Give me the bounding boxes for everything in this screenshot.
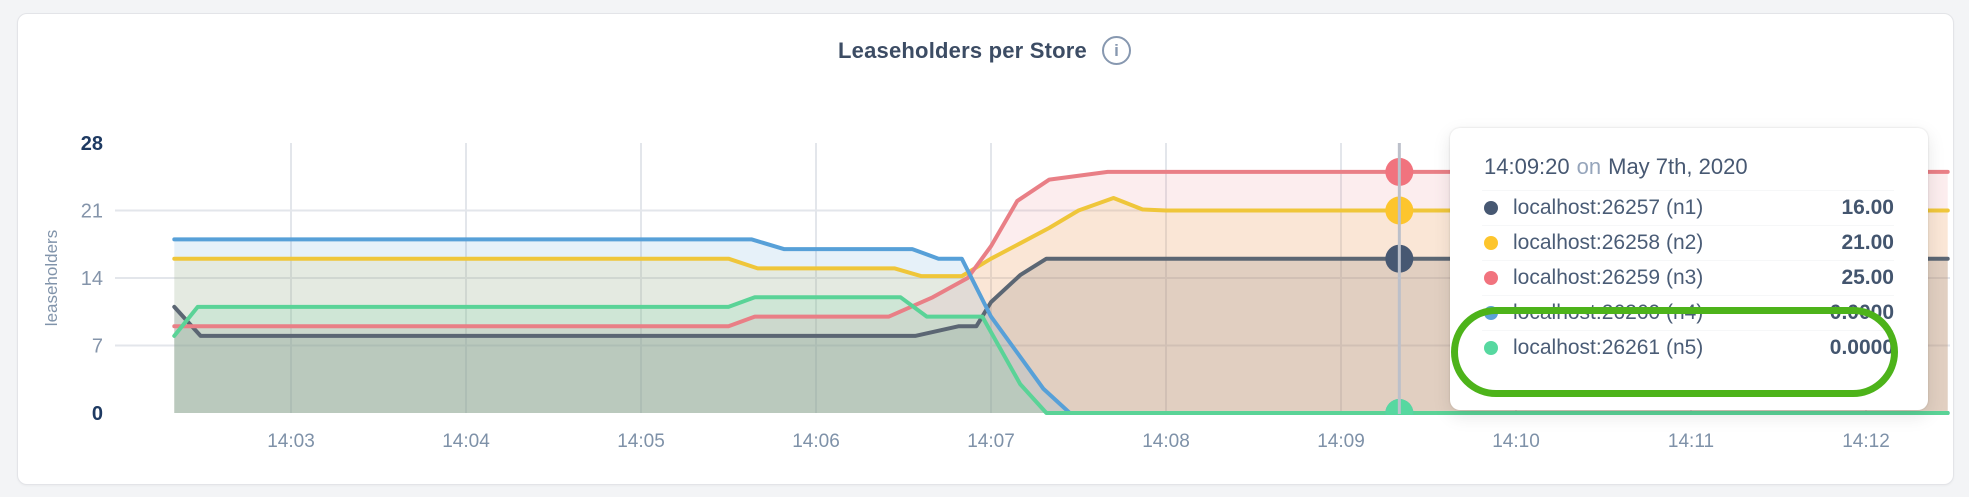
series-value: 25.00 [1841, 266, 1894, 289]
x-tick-label: 14:11 [1668, 431, 1714, 452]
page-title: Leaseholders per Store [838, 37, 1087, 63]
y-axis-label: leaseholders [42, 230, 61, 326]
tooltip-rows: localhost:26257 (n1) 16.00 localhost:26258… [1482, 190, 1894, 365]
series-label: localhost:26257 (n1) [1513, 196, 1704, 219]
series-line-n4 [172, 237, 1950, 415]
tooltip-row-2: localhost:26258 (n2) 21.00 [1482, 225, 1894, 260]
tooltip-row-5: localhost:26261 (n5) 0.0000 [1482, 330, 1894, 365]
x-tick-label: 14:12 [1842, 431, 1890, 452]
chart-tooltip: 14:09:20 on May 7th, 2020 localhost:26257 … [1450, 128, 1928, 410]
series-label: localhost:26261 (n5) [1513, 336, 1704, 359]
series-line-n1 [172, 256, 1950, 338]
tooltip-header: 14:09:20 on May 7th, 2020 [1482, 152, 1894, 190]
series-label: localhost:26260 (n4) [1513, 301, 1704, 324]
series-line-n5 [172, 295, 1950, 415]
x-tick-label: 14:03 [267, 431, 315, 452]
series-dot-icon [1484, 341, 1498, 355]
y-tick-label: 28 [81, 133, 103, 155]
tooltip-row-1: localhost:26257 (n1) 16.00 [1482, 190, 1894, 225]
x-tick-label: 14:05 [617, 431, 665, 452]
x-tick-label: 14:09 [1317, 431, 1365, 452]
y-tick-label: 14 [81, 268, 103, 290]
chart-header: Leaseholders per Store i [0, 36, 1969, 65]
series-value: 0.0000 [1829, 301, 1894, 324]
series-dot-icon [1484, 201, 1498, 215]
y-tick-label: 7 [92, 336, 103, 358]
tooltip-time: 14:09:20 [1484, 154, 1570, 179]
x-tick-label: 14:07 [967, 431, 1015, 452]
y-tick-label: 0 [92, 403, 103, 425]
series-area-n4 [174, 239, 1948, 413]
x-tick-label: 14:08 [1142, 431, 1190, 452]
series-dot-icon [1484, 271, 1498, 285]
x-tick-label: 14:04 [442, 431, 490, 452]
series-label: localhost:26258 (n2) [1513, 231, 1704, 254]
info-icon[interactable]: i [1101, 36, 1131, 65]
tooltip-connector: on [1576, 154, 1602, 179]
series-value: 21.00 [1841, 231, 1894, 254]
series-line-n3 [172, 169, 1950, 329]
tooltip-row-4: localhost:26260 (n4) 0.0000 [1482, 295, 1894, 330]
series-value: 0.0000 [1829, 336, 1894, 359]
series-line-n2 [172, 196, 1950, 279]
x-tick-label: 14:10 [1492, 431, 1540, 452]
series-value: 16.00 [1841, 196, 1894, 219]
tooltip-date: May 7th, 2020 [1608, 154, 1748, 179]
series-dot-icon [1484, 306, 1498, 320]
tooltip-row-3: localhost:26259 (n3) 25.00 [1482, 260, 1894, 295]
series-dot-icon [1484, 236, 1498, 250]
x-tick-label: 14:06 [792, 431, 840, 452]
series-label: localhost:26259 (n3) [1513, 266, 1704, 289]
y-tick-label: 21 [81, 201, 103, 223]
